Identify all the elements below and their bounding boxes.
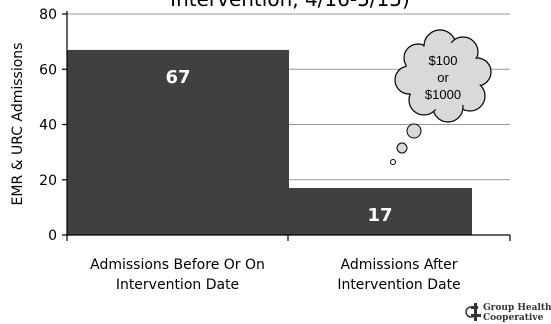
bubble-line-1: $100 [429,53,458,68]
chart-title: Intervention, 4/16-5/15) [170,0,410,11]
category-label-1-line-0: Admissions After [340,257,457,273]
y-tick-label-20: 20 [39,173,57,189]
bar-1 [288,188,472,235]
cloud-shape [394,29,492,123]
y-ticks: 0 20 40 60 80 [39,7,67,244]
bars [67,49,472,235]
category-label-1-line-1: Intervention Date [337,277,460,293]
y-tick-label-40: 40 [39,118,57,134]
category-labels: Admissions Before Or On Intervention Date… [90,257,461,293]
axes [66,11,511,241]
bubble-line-2: or [437,70,449,85]
y-tick-label-60: 60 [39,62,57,78]
data-label-1: 17 [367,205,392,226]
y-tick-label-0: 0 [48,228,57,244]
logo-mark-icon [465,303,481,321]
logo-line-2: Cooperative [483,313,544,323]
bar-0 [67,49,289,235]
category-label-0-line-1: Intervention Date [116,277,239,293]
bubble-dot-large [406,123,422,139]
bubble-line-3: $1000 [425,87,461,102]
category-label-0-line-0: Admissions Before Or On [90,257,265,273]
y-axis-label: EMR & URC Admissions [10,43,26,206]
y-tick-label-80: 80 [39,7,57,23]
data-labels: 67 17 [165,67,392,226]
data-label-0: 67 [165,67,190,88]
thought-bubble: $100 or $1000 [390,29,492,165]
bubble-dot-medium [396,142,408,154]
group-health-logo: Group Health Cooperative [465,303,551,323]
bubble-dot-small [390,159,396,165]
logo-line-1: Group Health [483,303,551,313]
